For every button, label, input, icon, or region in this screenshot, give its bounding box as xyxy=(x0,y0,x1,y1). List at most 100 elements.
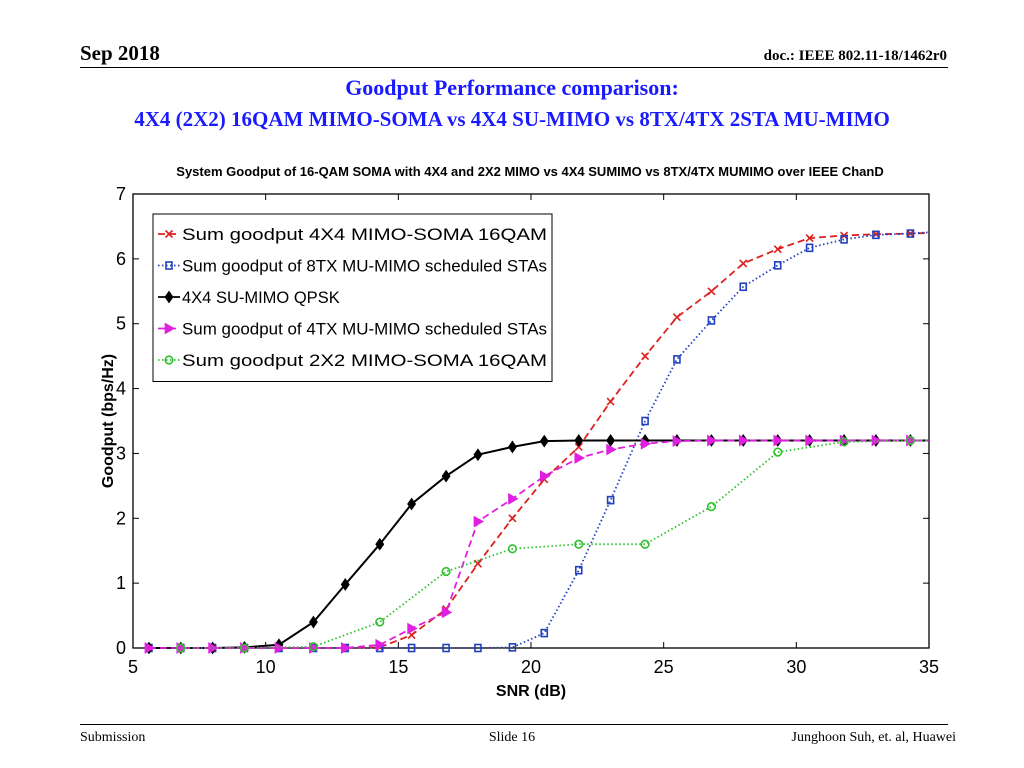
data-point-marker xyxy=(375,617,385,627)
legend-label: Sum goodput 4X4 MIMO-SOMA 16QAM xyxy=(182,226,547,244)
data-point-marker xyxy=(641,416,649,426)
data-point-marker xyxy=(274,642,286,654)
data-point-marker xyxy=(707,287,716,296)
data-point-marker xyxy=(308,642,319,652)
data-point-marker xyxy=(375,537,385,551)
data-point-marker xyxy=(805,434,816,447)
data-point-marker xyxy=(871,434,883,447)
footer-slide-number: Slide 16 xyxy=(488,730,536,745)
series-5 xyxy=(176,435,929,653)
data-point-marker xyxy=(707,316,716,325)
data-point-marker xyxy=(574,452,585,464)
data-point-marker xyxy=(739,259,748,268)
data-point-marker xyxy=(739,282,748,292)
data-point-marker xyxy=(407,622,418,635)
data-point-marker xyxy=(773,261,782,270)
data-point-marker xyxy=(441,606,453,619)
data-point-marker xyxy=(164,290,174,304)
slide-title: Goodput Performance comparison: xyxy=(345,75,679,100)
legend-box xyxy=(152,213,553,382)
series-line xyxy=(180,439,929,649)
y-tick-label: 4 xyxy=(116,379,126,399)
data-point-marker xyxy=(872,230,880,240)
data-point-marker xyxy=(640,437,652,450)
y-tick-label: 0 xyxy=(116,638,126,658)
goodput-chart: System Goodput of 16-QAM SOMA with 4X4 a… xyxy=(100,164,939,700)
chart-title: System Goodput of 16-QAM SOMA with 4X4 a… xyxy=(176,164,883,179)
data-point-marker xyxy=(441,566,451,577)
data-point-marker xyxy=(176,643,186,653)
y-axis-label: Goodput (bps/Hz) xyxy=(100,354,117,488)
data-point-marker xyxy=(507,440,517,454)
data-point-marker xyxy=(574,442,583,452)
legend-label: 4X4 SU-MIMO QPSK xyxy=(182,289,340,307)
data-point-marker xyxy=(507,544,518,554)
data-point-marker xyxy=(606,443,617,456)
legend-label: Sum goodput of 8TX MU-MIMO scheduled STA… xyxy=(182,258,547,276)
data-point-marker xyxy=(441,469,451,483)
data-point-marker xyxy=(805,243,814,253)
data-point-marker xyxy=(673,355,681,364)
data-point-marker xyxy=(308,615,318,629)
footer-authors: Junghoon Suh, et. al, Huawei xyxy=(791,730,956,745)
data-point-marker xyxy=(540,628,549,638)
data-point-marker xyxy=(375,638,386,651)
series-group xyxy=(144,229,930,655)
data-point-marker xyxy=(672,313,681,322)
data-point-marker xyxy=(773,434,784,447)
data-point-marker xyxy=(239,643,250,653)
data-point-marker xyxy=(508,514,517,523)
data-point-marker xyxy=(805,234,814,243)
legend-label: Sum goodput 2X2 MIMO-SOMA 16QAM xyxy=(182,352,547,370)
data-point-marker xyxy=(706,502,717,512)
data-point-marker xyxy=(473,448,483,462)
x-tick-label: 25 xyxy=(654,657,674,677)
x-tick-label: 5 xyxy=(128,657,138,677)
data-point-marker xyxy=(539,434,549,448)
y-tick-label: 5 xyxy=(116,314,126,334)
x-tick-label: 10 xyxy=(256,657,276,677)
data-point-marker xyxy=(144,642,156,654)
data-point-marker xyxy=(773,245,782,254)
data-point-marker xyxy=(539,470,551,482)
data-point-marker xyxy=(640,539,650,549)
data-point-marker xyxy=(905,435,916,446)
x-axis-label: SNR (dB) xyxy=(496,683,566,700)
data-point-marker xyxy=(738,434,750,447)
data-point-marker xyxy=(442,643,450,653)
x-tick-label: 30 xyxy=(786,657,806,677)
data-point-marker xyxy=(840,235,848,244)
slide-subtitle: 4X4 (2X2) 16QAM MIMO-SOMA vs 4X4 SU-MIMO… xyxy=(134,107,890,131)
data-point-marker xyxy=(164,355,174,365)
axis-ticks: 5 10 15 20 25 30 35 0 1 2 3 4 5 6 7 xyxy=(116,184,939,677)
y-tick-label: 1 xyxy=(116,573,126,593)
legend-label: Sum goodput of 4TX MU-MIMO scheduled STA… xyxy=(182,321,547,339)
data-point-marker xyxy=(606,495,615,505)
data-point-marker xyxy=(473,515,485,528)
data-point-marker xyxy=(606,434,616,447)
data-point-marker xyxy=(839,437,849,447)
x-tick-label: 35 xyxy=(919,657,939,677)
legend: Sum goodput 4X4 MIMO-SOMA 16QAM Sum goodp… xyxy=(152,213,553,382)
data-point-marker xyxy=(473,559,482,568)
y-tick-label: 3 xyxy=(116,443,126,463)
data-point-marker xyxy=(474,643,482,653)
data-point-marker xyxy=(340,578,350,591)
data-point-marker xyxy=(574,434,584,447)
slide-date: Sep 2018 xyxy=(80,41,160,65)
doc-number: doc.: IEEE 802.11-18/1462r0 xyxy=(763,48,947,64)
data-point-marker xyxy=(340,642,352,654)
data-point-marker xyxy=(407,497,417,511)
data-point-marker xyxy=(508,492,519,505)
data-point-marker xyxy=(707,434,718,447)
data-point-marker xyxy=(407,643,416,653)
y-tick-label: 7 xyxy=(116,184,126,204)
data-point-marker xyxy=(641,352,650,361)
data-point-marker xyxy=(606,397,615,406)
x-tick-label: 20 xyxy=(521,657,541,677)
y-tick-label: 2 xyxy=(116,508,126,528)
data-point-marker xyxy=(906,229,915,238)
data-point-marker xyxy=(164,229,174,239)
y-tick-label: 6 xyxy=(116,249,126,269)
x-tick-label: 15 xyxy=(388,657,408,677)
